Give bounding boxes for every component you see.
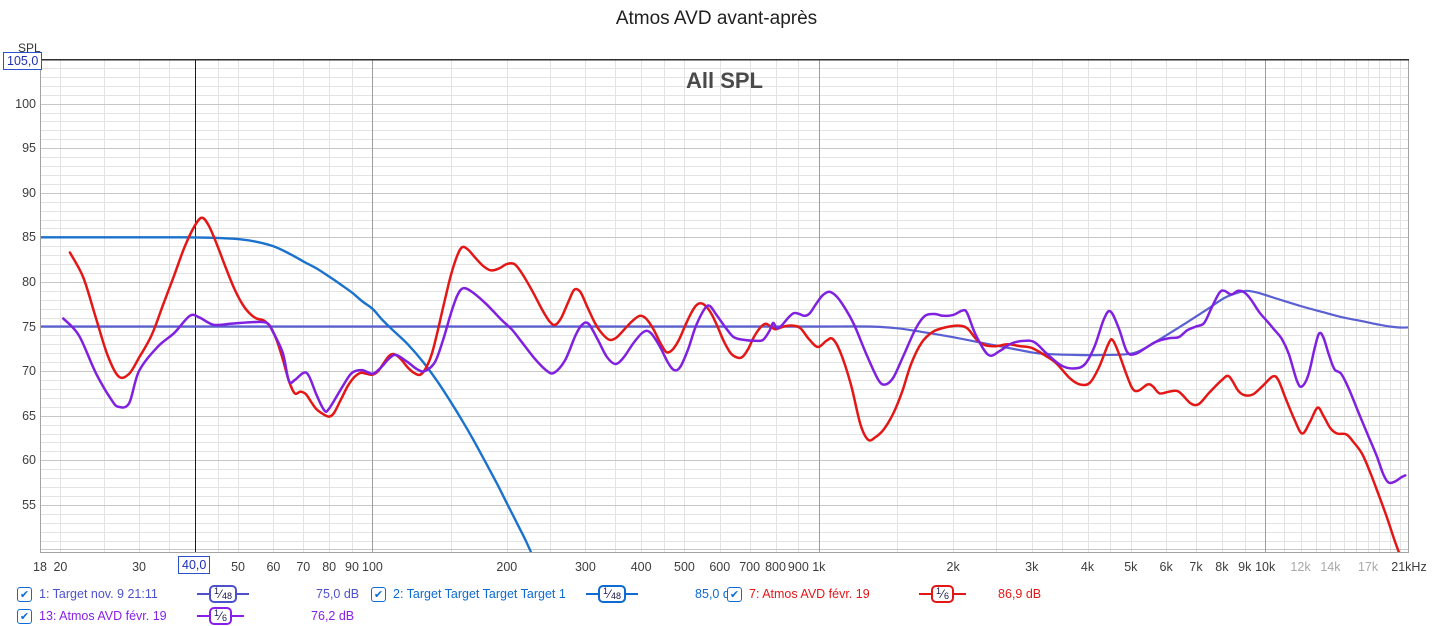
y-tick-label: 90 xyxy=(22,185,36,200)
x-tick-label: 700 xyxy=(739,560,761,574)
legend-checkbox-4[interactable]: ✔ xyxy=(17,608,32,624)
legend-line-sample xyxy=(197,615,209,617)
legend-checkbox-1[interactable]: ✔ xyxy=(17,586,32,602)
legend-line-sample xyxy=(232,615,245,617)
legend-item-2: ✔ 2: Target Target Target Target 1 1 ⁄ 48 85,… xyxy=(371,584,738,604)
x-tick-label: 300 xyxy=(574,560,596,574)
smoothing-chip[interactable]: 1 ⁄ 48 xyxy=(598,585,627,603)
smoothing-chip[interactable]: 1 ⁄ 6 xyxy=(931,585,955,603)
x-tick-label: 3k xyxy=(1025,560,1039,574)
legend-level-readout: 75,0 dB xyxy=(316,587,360,601)
y-tick-label: 65 xyxy=(22,408,36,423)
y-tick-label: 55 xyxy=(22,497,36,512)
series-curve-4 xyxy=(62,286,1407,485)
legend-line-sample xyxy=(919,593,931,595)
y-tick-label: 100 xyxy=(15,96,36,111)
series-curve-3 xyxy=(68,216,1401,553)
x-tick-label: 1k xyxy=(812,560,826,574)
legend-trace-label[interactable]: 2: Target Target Target Target 1 xyxy=(393,587,566,601)
cursor-frequency-field[interactable]: 40,0 xyxy=(178,556,211,574)
smoothing-chip[interactable]: 1 ⁄ 6 xyxy=(209,607,233,625)
x-tick-label: 60 xyxy=(266,560,281,574)
x-tick-label: 8k xyxy=(1215,560,1229,574)
x-tick-label: 600 xyxy=(709,560,731,574)
x-tick-label: 21kHz xyxy=(1391,560,1427,574)
x-tick-label: 500 xyxy=(673,560,695,574)
legend-level-readout: 86,9 dB xyxy=(998,587,1042,601)
legend-line-sample xyxy=(197,593,209,595)
x-tick-label: 7k xyxy=(1189,560,1203,574)
grid-decade xyxy=(372,59,1266,553)
legend-line-sample xyxy=(626,593,639,595)
x-tick-label: 14k xyxy=(1320,560,1341,574)
x-tick-label: 5k xyxy=(1124,560,1138,574)
plot-heading: All SPL xyxy=(686,68,763,93)
x-tick-label: 10k xyxy=(1255,560,1276,574)
x-tick-label: 17k xyxy=(1357,560,1379,574)
x-tick-label: 70 xyxy=(296,560,311,574)
y-tick-label: 60 xyxy=(22,453,36,468)
x-tick-label: 100 xyxy=(361,560,383,574)
series-curve-2 xyxy=(40,236,533,553)
x-tick-label: 4k xyxy=(1080,560,1095,574)
y-tick-label: 70 xyxy=(22,364,36,379)
legend-line-sample xyxy=(586,593,598,595)
x-tick-label: 6k xyxy=(1159,560,1173,574)
x-tick-label: 12k xyxy=(1290,560,1311,574)
series-curve-1 xyxy=(40,289,1409,357)
legend-checkbox-3[interactable]: ✔ xyxy=(727,586,742,602)
grid-minor xyxy=(40,59,1409,553)
y-tick-label: 95 xyxy=(22,141,36,156)
legend-trace-label[interactable]: 13: Atmos AVD févr. 19 xyxy=(39,609,167,623)
smoothing-chip[interactable]: 1 ⁄ 48 xyxy=(209,585,238,603)
legend-item-4: ✔ 13: Atmos AVD févr. 19 1 ⁄ 6 76,2 dB xyxy=(17,606,354,626)
legend-item-3: ✔ 7: Atmos AVD févr. 19 1 ⁄ 6 86,9 dB xyxy=(727,584,1041,604)
y-tick-label: 85 xyxy=(22,230,36,245)
legend-line-sample xyxy=(237,593,250,595)
y-tick-label: 75 xyxy=(22,319,36,334)
y-axis-unit-label: SPL xyxy=(18,41,41,55)
x-tick-label: 800 xyxy=(765,560,786,574)
x-tick-label: 18 xyxy=(33,560,47,574)
x-tick-label: 50 xyxy=(231,560,245,574)
legend-trace-label[interactable]: 1: Target nov. 9 21:11 xyxy=(39,587,158,601)
chart-title: Atmos AVD avant-après xyxy=(615,8,818,29)
y-axis-top-field[interactable]: 105,0 xyxy=(3,52,43,70)
x-tick-label: 900 xyxy=(787,560,809,574)
y-tick-label: 80 xyxy=(22,274,36,289)
x-tick-label: 90 xyxy=(345,560,359,574)
x-tick-label: 20 xyxy=(53,560,68,574)
legend-trace-label[interactable]: 7: Atmos AVD févr. 19 xyxy=(749,587,870,601)
legend-level-readout: 76,2 dB xyxy=(311,609,355,623)
x-tick-label: 2k xyxy=(946,560,960,574)
x-tick-label: 30 xyxy=(132,560,146,574)
x-tick-label: 80 xyxy=(322,560,337,574)
legend-line-sample xyxy=(954,593,967,595)
legend-checkbox-2[interactable]: ✔ xyxy=(371,586,386,602)
x-tick-label: 200 xyxy=(496,560,518,574)
grid-major xyxy=(40,59,1409,550)
x-tick-label: 400 xyxy=(630,560,652,574)
spl-plot[interactable]: All SPL xyxy=(40,59,1409,553)
x-tick-label: 9k xyxy=(1238,560,1252,574)
legend-item-1: ✔ 1: Target nov. 9 21:11 1 ⁄ 48 75,0 dB xyxy=(17,584,359,604)
